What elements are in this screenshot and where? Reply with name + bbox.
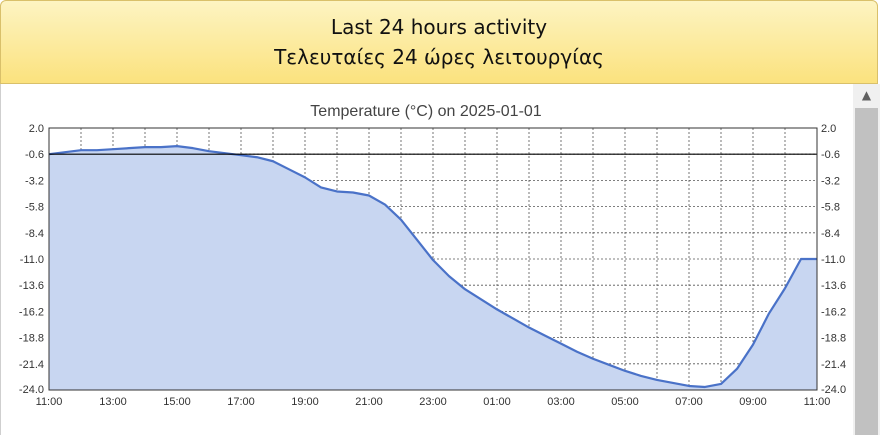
temperature-chart: Temperature (°C) on 2025-01-01 2.0 2.0 -0.… [19,103,846,408]
y-tick-label-right: -0.6 [821,149,840,161]
x-tick-label: 23:00 [419,396,447,408]
y-tick-label-right: -24.0 [821,384,846,396]
y-tick-label-left: -24.0 [19,384,44,396]
scroll-up-arrow-icon[interactable]: ▲ [861,88,872,102]
temperature-area-fill [49,146,817,390]
x-tick-label: 15:00 [163,396,191,408]
x-tick-label: 11:00 [804,396,831,408]
y-tick-label-left: -18.8 [19,333,44,345]
y-tick-label-left: -11.0 [20,254,44,266]
x-tick-label: 01:00 [483,396,511,408]
x-tick-label: 21:00 [355,396,383,408]
y-tick-label-left: -5.8 [25,202,44,214]
x-tick-label: 03:00 [547,396,575,408]
y-tick-label-right: -16.2 [821,306,846,318]
temperature-series-line [48,145,817,389]
y-tick-label-right: -18.8 [821,333,846,345]
y-tick-label-left: 2.0 [29,123,44,135]
x-tick-label: 13:00 [99,396,127,408]
x-tick-label: 17:00 [227,396,255,408]
header-title-el: Τελευταίες 24 ώρες λειτουργίας [274,45,604,69]
header-banner: Last 24 hours activity Τελευταίες 24 ώρε… [0,0,878,84]
x-tick-label: 11:00 [36,396,63,408]
x-tick-label: 19:00 [291,396,319,408]
y-tick-label-right: -5.8 [821,202,840,214]
header-title-en: Last 24 hours activity [330,15,548,39]
x-tick-label: 07:00 [675,396,703,408]
y-tick-label-right: -21.4 [821,359,846,371]
chart-title: Temperature (°C) on 2025-01-01 [310,103,542,120]
vertical-scrollbar[interactable]: ▲ [853,84,880,435]
y-tick-label-right: 2.0 [821,123,836,135]
x-tick-label: 09:00 [739,396,767,408]
y-tick-label-right: -8.4 [821,228,840,240]
y-tick-label-left: -16.2 [19,306,44,318]
x-tick-label: 05:00 [611,396,639,408]
y-tick-label-left: -0.6 [25,149,44,161]
y-tick-label-right: -3.2 [821,175,840,187]
y-tick-label-left: -21.4 [19,359,44,371]
y-tick-label-left: -13.6 [19,280,44,292]
y-tick-label-left: -8.4 [25,228,44,240]
plot-border [48,127,818,391]
y-tick-label-right: -13.6 [821,280,846,292]
y-tick-label-left: -3.2 [25,175,44,187]
y-tick-label-right: -11.0 [821,254,845,266]
scroll-thumb[interactable] [855,108,878,435]
